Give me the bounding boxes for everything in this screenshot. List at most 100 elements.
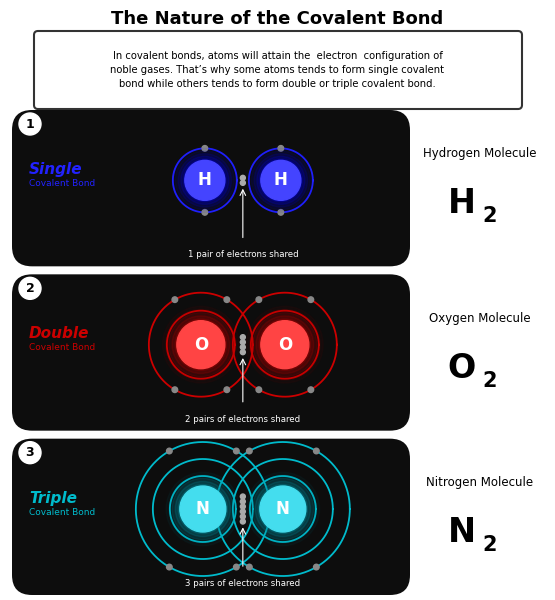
Circle shape — [173, 148, 237, 212]
Text: 1 pair of electrons shared: 1 pair of electrons shared — [188, 250, 298, 259]
Circle shape — [260, 486, 306, 532]
Circle shape — [246, 448, 252, 454]
Circle shape — [199, 175, 210, 185]
Text: H: H — [198, 172, 212, 190]
Circle shape — [200, 506, 206, 512]
Text: H: H — [274, 172, 288, 190]
Text: Covalent Bond: Covalent Bond — [29, 343, 95, 352]
Circle shape — [19, 113, 41, 135]
Circle shape — [181, 157, 229, 205]
Circle shape — [175, 319, 226, 370]
Circle shape — [194, 338, 207, 351]
Circle shape — [179, 322, 223, 367]
Circle shape — [314, 564, 319, 570]
Text: Single: Single — [29, 162, 83, 177]
Circle shape — [261, 160, 301, 200]
Circle shape — [175, 481, 230, 536]
Circle shape — [189, 164, 221, 196]
Circle shape — [279, 338, 291, 351]
Text: Covalent Bond: Covalent Bond — [29, 179, 95, 188]
Circle shape — [172, 297, 178, 302]
Text: In covalent bonds, atoms will attain the  electron  configuration of
noble gases: In covalent bonds, atoms will attain the… — [110, 50, 445, 89]
Circle shape — [165, 310, 236, 380]
Circle shape — [250, 310, 320, 380]
Circle shape — [254, 154, 307, 207]
Circle shape — [240, 494, 245, 499]
Text: Triple: Triple — [29, 491, 77, 506]
Circle shape — [278, 209, 284, 215]
Circle shape — [240, 340, 245, 344]
Circle shape — [163, 306, 239, 383]
Circle shape — [275, 335, 295, 354]
Text: Nitrogen Molecule: Nitrogen Molecule — [426, 476, 533, 489]
Circle shape — [261, 488, 304, 530]
Circle shape — [280, 506, 286, 512]
FancyBboxPatch shape — [12, 439, 410, 595]
Circle shape — [177, 320, 225, 368]
Circle shape — [273, 172, 289, 188]
Circle shape — [265, 164, 297, 196]
Circle shape — [268, 494, 298, 524]
Circle shape — [188, 494, 218, 524]
Circle shape — [180, 486, 226, 532]
Circle shape — [172, 316, 230, 373]
Circle shape — [249, 475, 316, 543]
Circle shape — [240, 499, 245, 504]
Text: O: O — [278, 335, 292, 353]
Text: 2: 2 — [482, 371, 497, 391]
Circle shape — [258, 484, 307, 533]
Circle shape — [257, 157, 305, 205]
Circle shape — [281, 341, 288, 348]
Circle shape — [175, 151, 234, 209]
Circle shape — [19, 277, 41, 299]
Circle shape — [181, 488, 224, 530]
Text: N: N — [276, 500, 290, 518]
Circle shape — [256, 297, 261, 302]
Circle shape — [234, 448, 239, 454]
Circle shape — [256, 316, 314, 373]
Circle shape — [266, 325, 304, 364]
Circle shape — [188, 332, 214, 358]
Circle shape — [271, 497, 295, 521]
Circle shape — [185, 160, 225, 200]
FancyBboxPatch shape — [34, 31, 522, 109]
Circle shape — [240, 514, 245, 519]
Circle shape — [178, 154, 231, 207]
Text: Covalent Bond: Covalent Bond — [29, 508, 95, 517]
Circle shape — [274, 500, 292, 518]
Circle shape — [246, 564, 252, 570]
Circle shape — [172, 387, 178, 392]
Circle shape — [240, 335, 245, 340]
Circle shape — [261, 320, 309, 368]
Circle shape — [278, 178, 284, 183]
Circle shape — [268, 167, 294, 194]
Circle shape — [185, 329, 217, 361]
Circle shape — [198, 341, 204, 348]
Circle shape — [240, 344, 245, 350]
Circle shape — [264, 491, 301, 527]
Circle shape — [270, 170, 291, 191]
Circle shape — [263, 322, 307, 367]
Text: Double: Double — [29, 326, 89, 341]
Circle shape — [234, 564, 239, 570]
Text: 2 pairs of electrons shared: 2 pairs of electrons shared — [185, 415, 300, 424]
Text: 3: 3 — [26, 446, 34, 459]
Circle shape — [251, 151, 310, 209]
Circle shape — [314, 448, 319, 454]
Circle shape — [240, 509, 245, 514]
Circle shape — [252, 478, 314, 539]
Text: 3 pairs of electrons shared: 3 pairs of electrons shared — [185, 579, 300, 588]
Circle shape — [178, 484, 228, 533]
Circle shape — [272, 332, 297, 358]
Circle shape — [240, 504, 245, 509]
Circle shape — [259, 319, 310, 370]
Circle shape — [197, 172, 213, 188]
Circle shape — [278, 146, 284, 151]
Text: 2: 2 — [482, 535, 497, 555]
Circle shape — [240, 175, 245, 181]
Circle shape — [202, 146, 208, 151]
Circle shape — [191, 167, 218, 194]
Circle shape — [246, 472, 320, 546]
Circle shape — [277, 503, 289, 515]
Circle shape — [253, 313, 317, 377]
